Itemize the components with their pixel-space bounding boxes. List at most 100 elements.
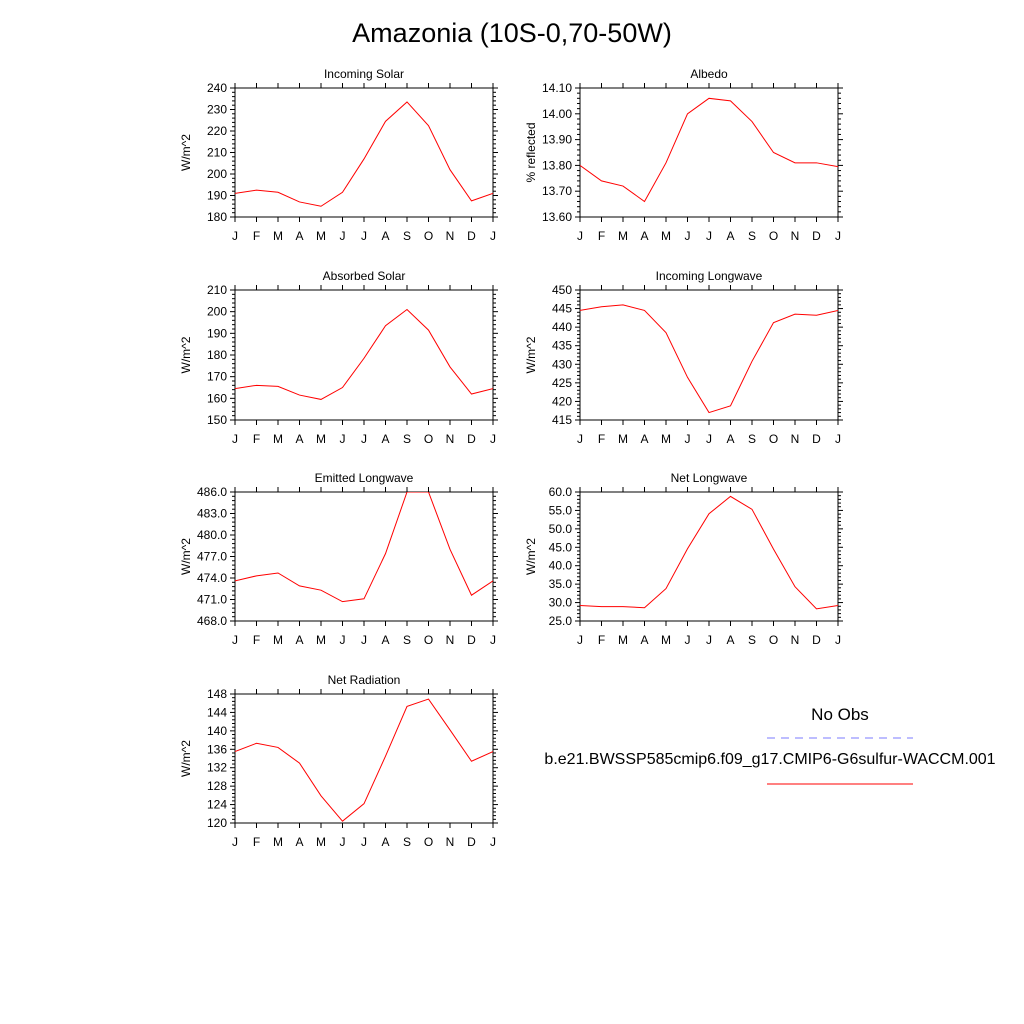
y-tick-label: 148 bbox=[207, 687, 227, 701]
y-tick-label: 136 bbox=[207, 742, 227, 756]
plot-frame bbox=[234, 289, 494, 421]
chart-title: Emitted Longwave bbox=[315, 471, 414, 485]
x-tick-label: D bbox=[812, 432, 821, 446]
y-tick-label: 471.0 bbox=[197, 593, 227, 607]
y-tick-label: 190 bbox=[207, 326, 227, 340]
x-tick-label: M bbox=[273, 835, 283, 849]
y-tick-label: 230 bbox=[207, 103, 227, 117]
x-tick-label: M bbox=[316, 229, 326, 243]
x-tick-label: J bbox=[835, 432, 841, 446]
y-tick-label: 210 bbox=[207, 146, 227, 160]
x-tick-label: J bbox=[685, 229, 691, 243]
x-tick-label: A bbox=[295, 229, 303, 243]
x-tick-label: N bbox=[791, 432, 800, 446]
chart-title: Net Radiation bbox=[328, 673, 401, 687]
x-tick-label: N bbox=[446, 835, 455, 849]
plot-frame bbox=[579, 491, 839, 622]
x-tick-label: O bbox=[769, 432, 778, 446]
chart-title: Incoming Longwave bbox=[656, 269, 763, 283]
chart-title: Albedo bbox=[690, 67, 728, 81]
y-tick-label: 128 bbox=[207, 779, 227, 793]
series-line bbox=[235, 308, 493, 400]
x-tick-label: F bbox=[598, 633, 605, 647]
y-axis-label: % reflected bbox=[524, 122, 538, 182]
y-tick-label: 14.00 bbox=[542, 107, 572, 121]
x-tick-label: M bbox=[661, 229, 671, 243]
x-tick-label: J bbox=[490, 835, 496, 849]
x-tick-label: M bbox=[618, 633, 628, 647]
y-tick-label: 180 bbox=[207, 348, 227, 362]
x-tick-label: J bbox=[577, 432, 583, 446]
y-tick-label: 13.60 bbox=[542, 210, 572, 224]
chart-panel-2: Albedo % reflected 13.60 13.70 13.80 13.90 14.… bbox=[524, 67, 843, 243]
x-tick-label: S bbox=[748, 633, 756, 647]
x-tick-label: S bbox=[748, 229, 756, 243]
y-tick-label: 480.0 bbox=[197, 528, 227, 542]
chart-panel-6: Net Longwave W/m^2 25.0 30.0 35.0 40.0 45.0 50.… bbox=[524, 471, 843, 647]
x-tick-label: J bbox=[685, 432, 691, 446]
y-tick-label: 170 bbox=[207, 370, 227, 384]
x-tick-label: O bbox=[424, 835, 433, 849]
x-tick-label: J bbox=[706, 633, 712, 647]
chart-panel-4: Incoming Longwave W/m^2 415 420 425 430 435 440… bbox=[524, 269, 843, 446]
y-tick-label: 220 bbox=[207, 124, 227, 138]
y-tick-label: 440 bbox=[552, 320, 572, 334]
x-tick-label: J bbox=[340, 432, 346, 446]
y-tick-label: 435 bbox=[552, 339, 572, 353]
y-axis-label: W/m^2 bbox=[179, 740, 193, 777]
series-line bbox=[580, 304, 838, 414]
y-tick-label: 486.0 bbox=[197, 485, 227, 499]
x-tick-label: A bbox=[295, 633, 303, 647]
x-tick-label: J bbox=[340, 229, 346, 243]
x-tick-label: O bbox=[769, 633, 778, 647]
y-tick-label: 50.0 bbox=[549, 522, 573, 536]
x-tick-label: J bbox=[361, 835, 367, 849]
chart-panel-5: Emitted Longwave W/m^2 468.0 471.0 474.0 477.… bbox=[179, 471, 498, 647]
x-tick-label: M bbox=[661, 633, 671, 647]
x-tick-label: D bbox=[467, 835, 476, 849]
x-tick-label: A bbox=[640, 229, 648, 243]
y-tick-label: 132 bbox=[207, 761, 227, 775]
y-tick-label: 30.0 bbox=[549, 596, 573, 610]
y-tick-label: 415 bbox=[552, 413, 572, 427]
x-tick-label: M bbox=[316, 835, 326, 849]
y-tick-label: 200 bbox=[207, 305, 227, 319]
x-tick-label: N bbox=[446, 432, 455, 446]
x-tick-label: D bbox=[467, 432, 476, 446]
y-tick-label: 190 bbox=[207, 189, 227, 203]
x-tick-label: M bbox=[273, 229, 283, 243]
x-tick-label: J bbox=[232, 835, 238, 849]
legend-obs-label: No Obs bbox=[811, 705, 869, 724]
x-tick-label: J bbox=[835, 633, 841, 647]
chart-panel-7: Net Radiation W/m^2 120 124 128 132 136 140 144 1… bbox=[179, 673, 498, 849]
x-tick-label: A bbox=[381, 633, 389, 647]
x-tick-label: A bbox=[640, 633, 648, 647]
y-tick-label: 477.0 bbox=[197, 550, 227, 564]
x-tick-label: J bbox=[232, 633, 238, 647]
legend-case-label: b.e21.BWSSP585cmip6.f09_g17.CMIP6-G6sulf… bbox=[544, 751, 996, 768]
x-tick-label: D bbox=[812, 229, 821, 243]
y-tick-label: 160 bbox=[207, 391, 227, 405]
chart-panel-1: Incoming Solar W/m^2 180 190 200 210 220 230 240… bbox=[179, 67, 498, 243]
x-tick-label: J bbox=[835, 229, 841, 243]
plot-frame bbox=[579, 289, 839, 421]
y-tick-label: 13.80 bbox=[542, 158, 572, 172]
x-tick-label: J bbox=[685, 633, 691, 647]
x-tick-label: S bbox=[403, 432, 411, 446]
x-tick-label: J bbox=[577, 633, 583, 647]
y-tick-label: 13.90 bbox=[542, 133, 572, 147]
x-tick-label: J bbox=[577, 229, 583, 243]
chart-title: Incoming Solar bbox=[324, 67, 404, 81]
y-tick-label: 474.0 bbox=[197, 571, 227, 585]
x-tick-label: M bbox=[273, 633, 283, 647]
x-tick-label: M bbox=[316, 633, 326, 647]
series-line bbox=[580, 495, 838, 610]
x-tick-label: J bbox=[361, 432, 367, 446]
y-tick-label: 124 bbox=[207, 798, 227, 812]
y-tick-label: 140 bbox=[207, 724, 227, 738]
x-tick-label: F bbox=[598, 432, 605, 446]
y-tick-label: 14.10 bbox=[542, 81, 572, 95]
x-tick-label: M bbox=[618, 229, 628, 243]
y-tick-label: 210 bbox=[207, 283, 227, 297]
